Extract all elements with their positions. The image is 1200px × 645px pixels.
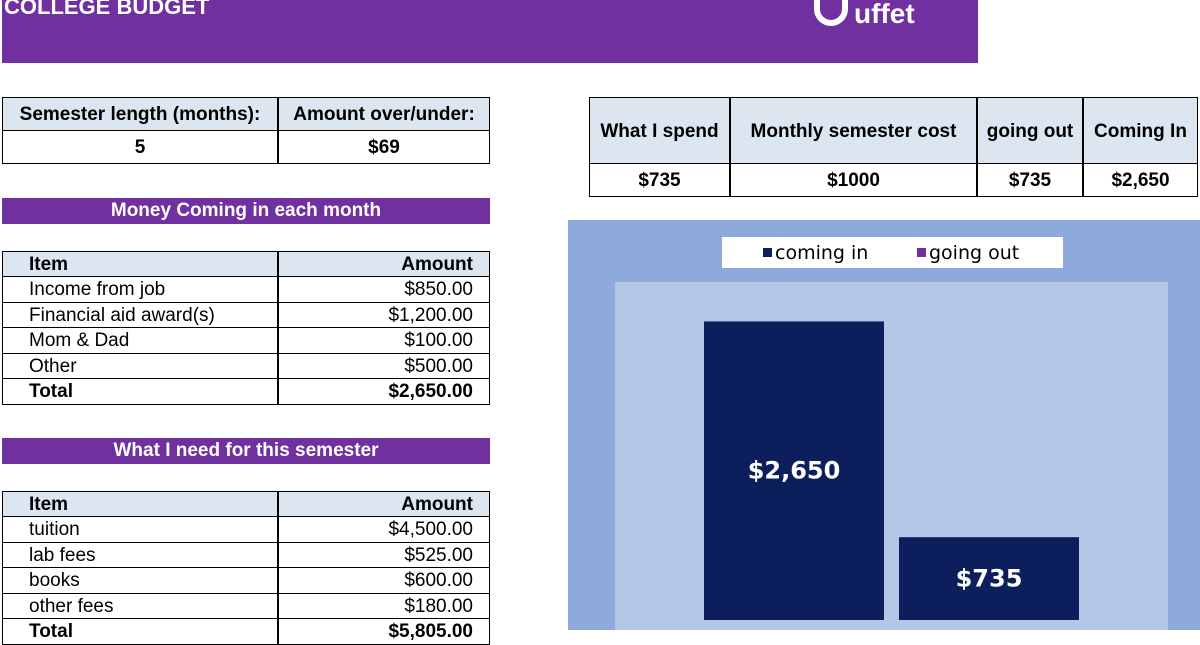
table-cell: $2,650 [1083,164,1198,197]
table-cell: lab fees [2,542,278,568]
table-cell: $600.00 [278,568,490,594]
table-header: What I spend [589,97,730,164]
table-header: Monthly semester cost [730,97,977,164]
table-cell: $100.00 [278,328,490,354]
logo: uffet [854,0,915,29]
legend-marker [917,248,926,257]
section-title: What I need for this semester [2,438,490,464]
table-cell: $735 [977,164,1083,197]
column-header: Amount [278,491,490,517]
table-cell: Mom & Dad [2,328,278,354]
section-title: Money Coming in each month [2,198,490,224]
table-cell: Total [2,379,278,405]
column-header: Item [2,251,278,277]
chart: coming in $2,650 going out $735 [568,220,1200,630]
plot-area [615,282,1168,630]
legend-label: going out [929,242,1019,264]
table-cell: $735 [589,164,730,197]
table-cell: $1000 [730,164,977,197]
header-bar: COLLEGE BUDGET uffet [2,0,978,63]
table-cell: 5 [2,131,278,164]
table-cell: Income from job [2,277,278,303]
legend-label: coming in [775,242,868,264]
table-cell: books [2,568,278,594]
data-label: $735 [956,565,1023,593]
table-cell: $850.00 [278,277,490,303]
table-cell: Financial aid award(s) [2,302,278,328]
table-cell: $180.00 [278,593,490,619]
table-cell: Other [2,353,278,379]
table-cell: $1,200.00 [278,302,490,328]
data-label: $2,650 [748,457,841,485]
legend-marker [763,248,772,257]
column-header: Item [2,491,278,517]
table-cell: $500.00 [278,353,490,379]
table-header: Coming In [1083,97,1198,164]
logo-mark [814,0,848,26]
table-cell: $2,650.00 [278,379,490,405]
bar [704,321,884,620]
bar [899,537,1079,620]
table-cell: Total [2,619,278,645]
table-header: Semester length (months): [2,97,278,131]
table-cell: tuition [2,517,278,543]
table-header: Amount over/under: [278,97,490,131]
legend-box [722,237,1063,268]
table-cell: $4,500.00 [278,517,490,543]
table-cell: $5,805.00 [278,619,490,645]
table-cell: $525.00 [278,542,490,568]
title: COLLEGE BUDGET [4,0,210,19]
table-cell: $69 [278,131,490,164]
table-cell: other fees [2,593,278,619]
column-header: Amount [278,251,490,277]
table-header: going out [977,97,1083,164]
